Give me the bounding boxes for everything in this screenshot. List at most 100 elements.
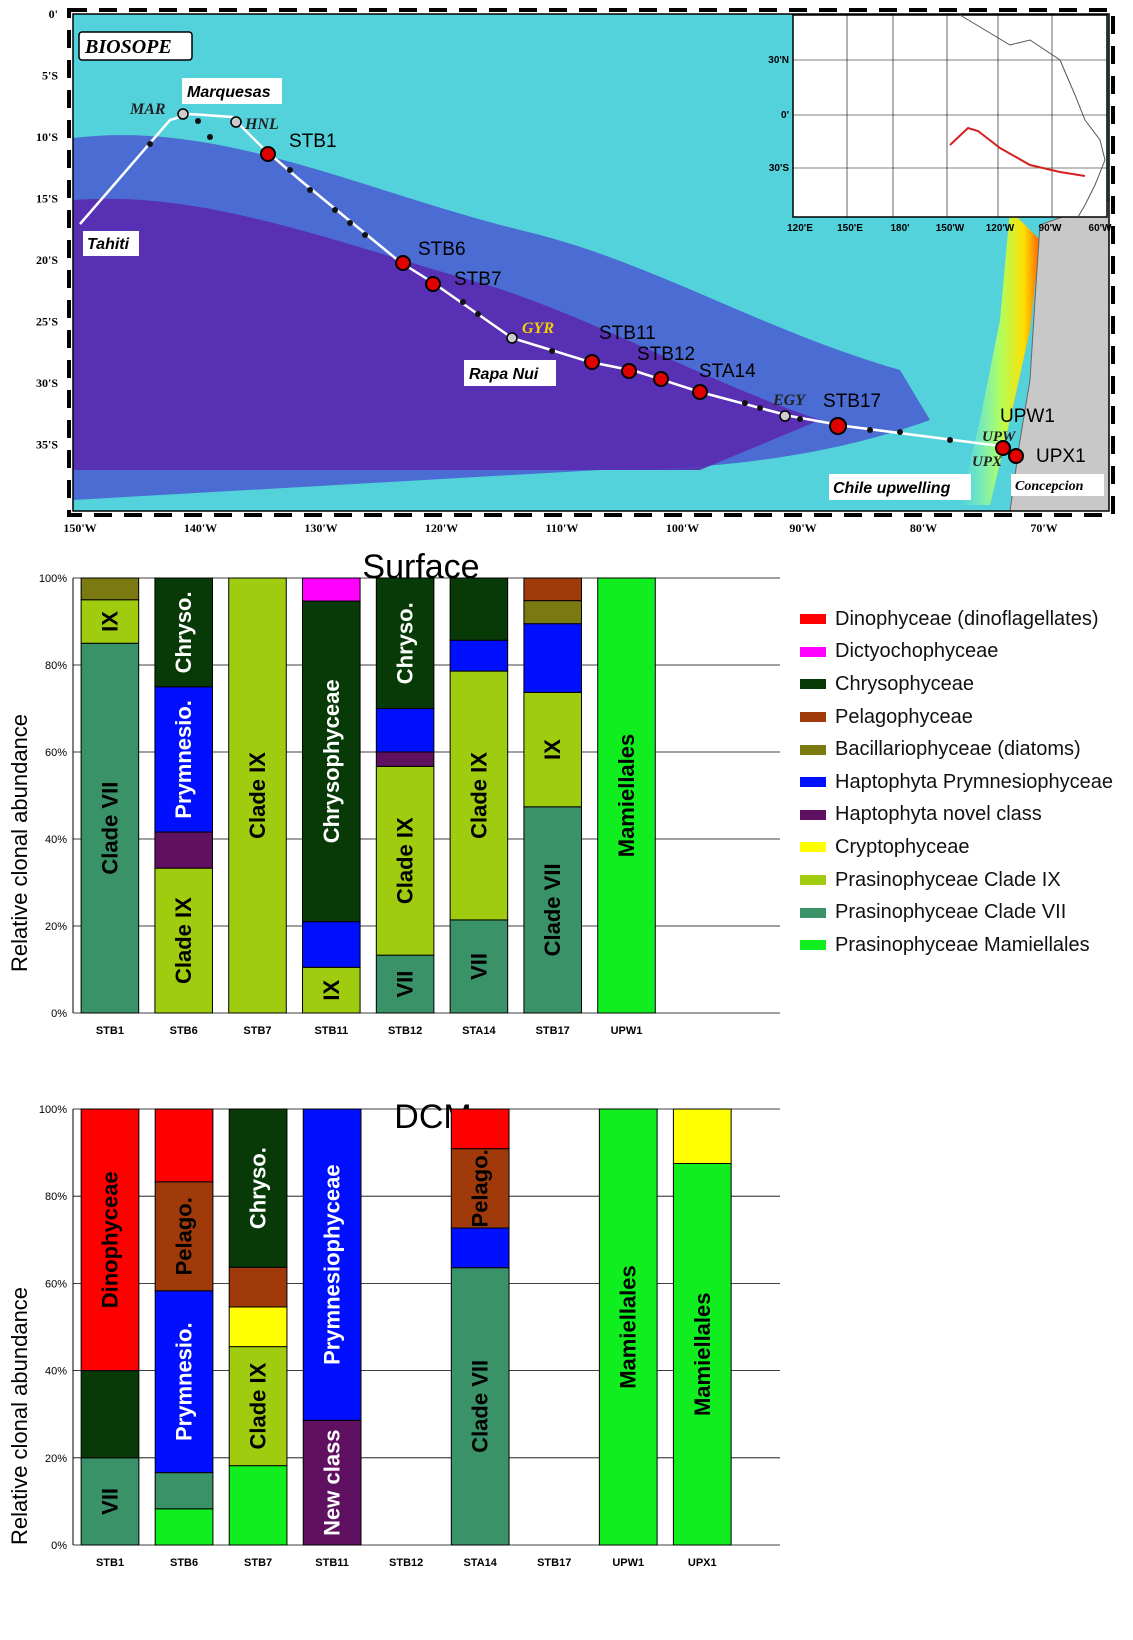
gyre-core <box>73 198 820 470</box>
track-dot <box>797 416 803 422</box>
bar-segment <box>375 765 435 956</box>
legend-item: Prasinophyceae Clade IX <box>800 864 1130 897</box>
x-tick-label: STB17 <box>537 1557 571 1569</box>
bar-segment <box>302 966 361 1014</box>
legend-label: Dictyochophyceae <box>835 640 999 663</box>
bar-segment <box>80 642 140 1014</box>
bar-segment <box>80 599 140 644</box>
inset-map: 30'N 0' 30'S 120'E 150'E 180' 150'W 120'W 90'W 6… <box>768 14 1113 234</box>
legend-label: Prasinophyceae Clade IX <box>835 868 1061 891</box>
lat-label: 15'S <box>36 192 58 206</box>
bar-segment <box>523 623 582 693</box>
inset-cruise-track <box>949 126 1086 177</box>
lat-label: 0' <box>49 7 58 21</box>
lon-label: 90'W <box>789 521 816 535</box>
legend-swatch <box>800 907 826 918</box>
inset-lon-label: 120'E <box>787 223 813 234</box>
inset-lat-label: 30'S <box>769 163 790 174</box>
bar-segment-label: IX <box>97 611 122 632</box>
place-marquesas: Marquesas <box>187 84 271 101</box>
dcm-chart: DCM Relative clonal abundance 0%20%40%60… <box>7 1098 780 1569</box>
x-tick-label: STB6 <box>170 1025 198 1037</box>
inset-lon-label: 120'W <box>986 223 1015 234</box>
track-dot <box>307 187 313 193</box>
bar-segment <box>449 670 509 921</box>
x-tick-label: UPX1 <box>688 1557 717 1569</box>
inset-americas <box>959 14 1106 218</box>
legend-label: Bacillariophyceae (diatoms) <box>835 738 1081 761</box>
y-tick-label: 100% <box>39 1104 67 1116</box>
bar-segment <box>154 577 213 688</box>
track-dot <box>287 167 293 173</box>
bar-segment <box>523 806 582 1014</box>
badge-box <box>78 31 193 61</box>
inset-lat-label: 0' <box>781 110 789 121</box>
x-tick-label: STA14 <box>462 1025 496 1037</box>
bar-segment <box>228 1108 288 1268</box>
y-tick-label: 80% <box>45 1191 67 1203</box>
bar-segment-label: Chrysophyceae <box>319 679 344 843</box>
bar-segment <box>154 1181 214 1292</box>
legend-swatch <box>800 875 826 886</box>
x-tick-label: STB12 <box>388 1025 422 1037</box>
concepcion-box <box>1011 474 1104 496</box>
lon-label: 70'W <box>1030 521 1057 535</box>
inset-lon-label: 60'W <box>1089 223 1113 234</box>
bar-segment <box>523 600 582 625</box>
place-tahiti: Tahiti <box>87 236 130 253</box>
station-labels: STB1 STB6 STB7 STB11 STB12 STA14 STB17 U… <box>289 131 1086 467</box>
bar-segment <box>375 577 435 709</box>
legend-label: Pelagophyceae <box>835 705 973 728</box>
legend-swatch <box>800 744 826 755</box>
bar-segment-label: Clade VII <box>540 863 565 956</box>
y-tick-label: 20% <box>45 1453 67 1465</box>
bar-segment <box>449 577 509 641</box>
legend-swatch <box>800 842 826 853</box>
bar-segment <box>228 1306 288 1348</box>
bar-segment <box>302 600 361 923</box>
bar-segment-label: IX <box>540 739 565 760</box>
inset-lon-label: 180' <box>890 223 909 234</box>
lon-label: 130'W <box>304 521 337 535</box>
bar-segment-label: Clade IX <box>393 817 418 904</box>
legend-item: Prasinophyceae Clade VII <box>800 896 1130 929</box>
x-tick-label: STB11 <box>315 1557 349 1569</box>
x-tick-label: STB7 <box>243 1025 271 1037</box>
x-tick-label: STB11 <box>314 1025 348 1037</box>
x-tick-label: STA14 <box>463 1557 497 1569</box>
track-dot <box>757 405 763 411</box>
bar-segment <box>302 921 361 968</box>
inset-lon-label: 90'W <box>1039 223 1063 234</box>
legend-item: Cryptophyceae <box>800 831 1130 864</box>
legend-item: Chrysophyceae <box>800 668 1130 701</box>
lat-label: 5'S <box>42 69 58 83</box>
bar-segment <box>375 708 435 753</box>
lon-label: 110'W <box>546 521 579 535</box>
bar-segment <box>672 1108 732 1164</box>
latitude-labels: 0' 5'S 10'S 15'S 20'S 25'S 30'S 35'S <box>36 7 58 452</box>
bar-segment <box>598 1108 658 1546</box>
legend-swatch <box>800 809 826 820</box>
bar-segment-label: VII <box>393 971 418 998</box>
bar-segment-label: Clade IX <box>171 897 196 984</box>
track-dot <box>147 141 153 147</box>
legend-item: Prasinophyceae Mamiellales <box>800 929 1130 962</box>
bar-segment <box>672 1163 732 1546</box>
legend-label: Haptophyta novel class <box>835 803 1042 826</box>
bar-segment-label: New class <box>320 1429 345 1535</box>
x-tick-label: UPW1 <box>612 1557 644 1569</box>
station-sta14: STA14 <box>699 361 756 382</box>
bar-segment-label: Mamiellales <box>616 1265 641 1389</box>
waypoint-markers <box>177 108 791 422</box>
bar-segment <box>228 577 287 1014</box>
waypoint-hnl: HNL <box>244 116 279 133</box>
place-chile-upwelling: Chile upwelling <box>833 480 951 497</box>
lon-label: 120'W <box>425 521 458 535</box>
bar-segment <box>450 1108 510 1150</box>
lat-label: 20'S <box>36 253 58 267</box>
bar-segment <box>154 1508 214 1546</box>
x-tick-label: STB6 <box>170 1557 198 1569</box>
track-stations-minor <box>147 118 953 443</box>
legend-swatch <box>800 679 826 690</box>
legend-item: Dinophyceae (dinoflagellates) <box>800 603 1130 636</box>
